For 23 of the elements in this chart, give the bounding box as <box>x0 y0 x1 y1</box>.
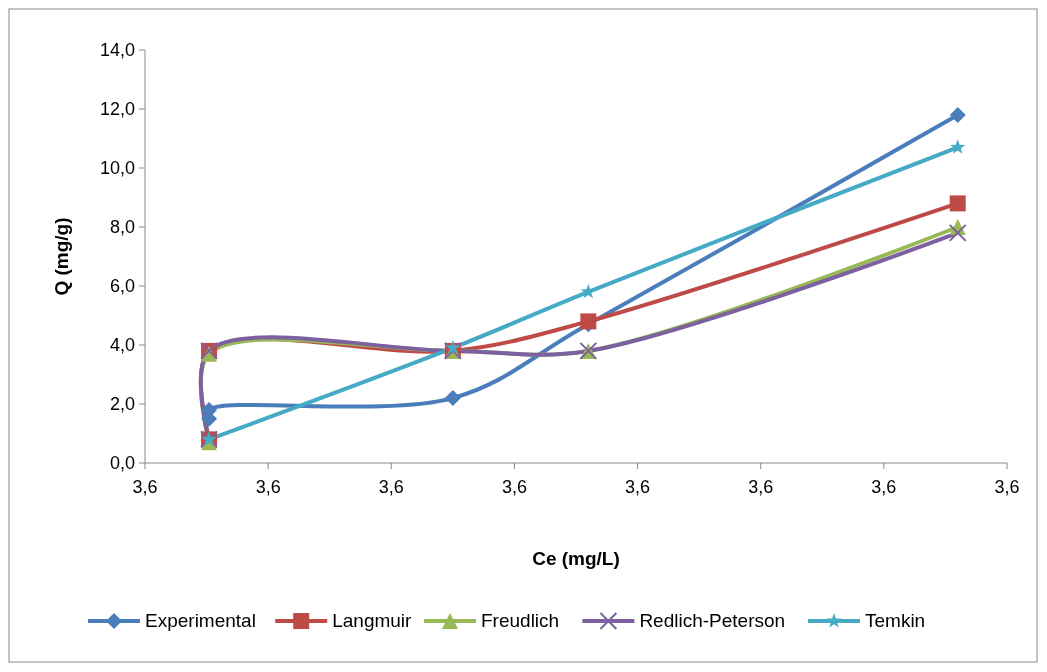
legend-label: Langmuir <box>332 610 413 631</box>
legend-label: Temkin <box>865 610 926 631</box>
y-tick-label: 10,0 <box>99 158 135 178</box>
x-tick-label: 3,6 <box>132 477 158 497</box>
x-tick-label: 3,6 <box>378 477 404 497</box>
x-tick-label: 3,6 <box>501 477 527 497</box>
x-axis-title: Ce (mg/L) <box>532 548 620 569</box>
x-tick-label: 3,6 <box>871 477 897 497</box>
y-tick-label: 0,0 <box>109 453 135 473</box>
x-tick-label: 3,6 <box>994 477 1020 497</box>
legend-label: Redlich-Peterson <box>639 610 786 631</box>
y-tick-label: 8,0 <box>109 217 135 237</box>
legend-label: Experimental <box>145 610 256 631</box>
y-tick-label: 6,0 <box>109 276 135 296</box>
x-tick-label: 3,6 <box>748 477 774 497</box>
x-tick-label: 3,6 <box>625 477 651 497</box>
y-axis-title: Q (mg/g) <box>51 217 72 296</box>
y-tick-label: 4,0 <box>109 335 135 355</box>
legend-label: Freudlich <box>481 610 560 631</box>
y-tick-label: 12,0 <box>99 99 135 119</box>
y-tick-label: 2,0 <box>109 394 135 414</box>
y-tick-label: 14,0 <box>99 40 135 60</box>
x-tick-label: 3,6 <box>255 477 281 497</box>
